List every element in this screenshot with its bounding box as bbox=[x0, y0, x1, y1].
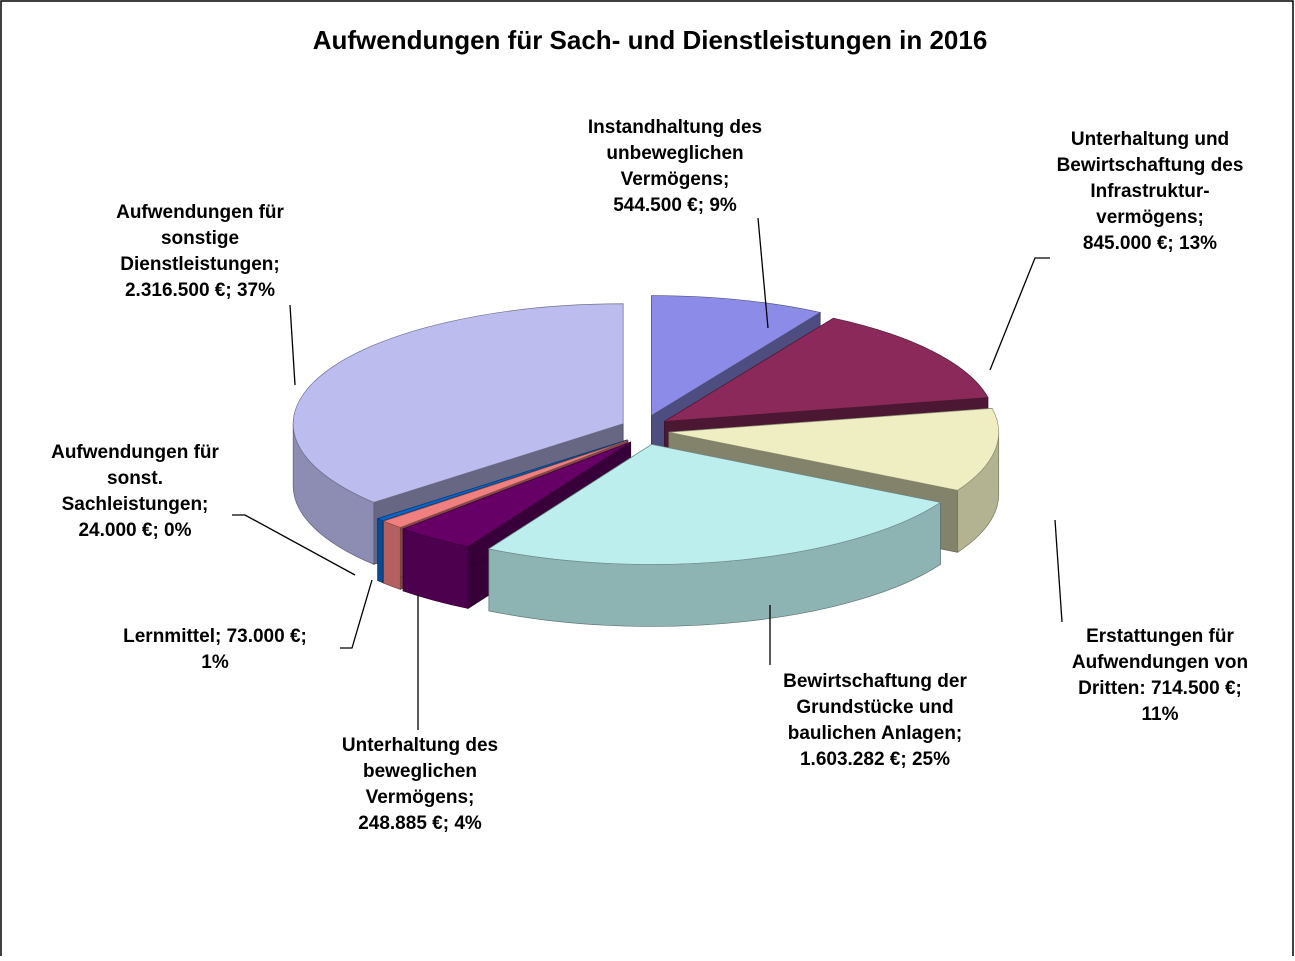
leader-line bbox=[757, 217, 769, 329]
slice bbox=[292, 303, 624, 503]
data-label: beweglichen bbox=[363, 761, 477, 782]
slice bbox=[402, 441, 631, 547]
data-label: Unterhaltung und bbox=[1071, 129, 1229, 150]
data-label: 845.000 €; 13% bbox=[1083, 233, 1217, 254]
slice bbox=[382, 440, 628, 528]
slice bbox=[668, 408, 1000, 491]
data-label: unbeweglichen bbox=[606, 143, 743, 164]
chart-title: Aufwendungen für Sach- und Dienstleistun… bbox=[313, 25, 988, 55]
data-label: Lernmittel; 73.000 €; bbox=[123, 626, 307, 647]
leader-line bbox=[989, 257, 1050, 371]
slice bbox=[664, 317, 989, 422]
leader-line bbox=[340, 579, 373, 649]
data-label: Unterhaltung des bbox=[342, 735, 498, 756]
data-label: Aufwendungen für bbox=[116, 202, 284, 223]
data-label: Bewirtschaftung des bbox=[1057, 155, 1244, 176]
data-label: 24.000 €; 0% bbox=[78, 520, 191, 541]
slice bbox=[487, 444, 942, 565]
data-label: Aufwendungen von bbox=[1072, 652, 1248, 673]
data-label: 248.885 €; 4% bbox=[358, 813, 482, 834]
slice-wall bbox=[377, 518, 384, 584]
data-label: Erstattungen für bbox=[1086, 626, 1234, 647]
data-label: Dritten: 714.500 €; bbox=[1078, 678, 1242, 699]
data-label: vermögens; bbox=[1096, 207, 1204, 228]
data-label: 11% bbox=[1142, 704, 1179, 725]
leader-line bbox=[1054, 519, 1063, 623]
data-label: sonst. bbox=[107, 468, 163, 489]
data-label: sonstige bbox=[161, 228, 239, 249]
slice bbox=[651, 295, 822, 417]
leader-line bbox=[232, 514, 356, 576]
data-label: Bewirtschaftung der bbox=[783, 671, 967, 692]
data-label: Grundstücke und bbox=[796, 697, 953, 718]
data-label: Instandhaltung des bbox=[588, 117, 762, 138]
data-label: Dienstleistungen; bbox=[120, 254, 279, 275]
data-label: 1% bbox=[201, 652, 229, 673]
slice-wall bbox=[383, 520, 401, 590]
data-label: baulichen Anlagen; bbox=[788, 723, 963, 744]
data-label: 1.603.282 €; 25% bbox=[800, 749, 950, 770]
data-label: Vermögens; bbox=[621, 169, 730, 190]
leader-line bbox=[289, 304, 296, 386]
data-label: Sachleistungen; bbox=[62, 494, 209, 515]
slice bbox=[376, 439, 628, 522]
data-label: Aufwendungen für bbox=[51, 442, 219, 463]
data-label: Infrastruktur- bbox=[1090, 181, 1209, 202]
data-label: 544.500 €; 9% bbox=[613, 195, 737, 216]
data-label: 2.316.500 €; 37% bbox=[125, 280, 275, 301]
data-label: Vermögens; bbox=[366, 787, 475, 808]
